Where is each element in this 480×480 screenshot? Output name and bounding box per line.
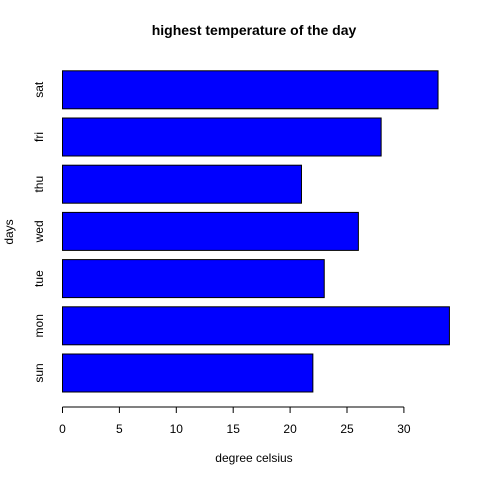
bar-sun: [62, 353, 314, 393]
x-tick-label-10: 10: [170, 422, 184, 436]
x-tick-label-30: 30: [397, 422, 411, 436]
bar-tue: [62, 259, 325, 299]
bar-thu: [62, 164, 302, 204]
y-tick-label-tue: tue: [32, 270, 46, 287]
bar-mon: [62, 306, 450, 346]
y-tick-label-wed: wed: [32, 220, 46, 243]
y-tick-label-mon: mon: [32, 314, 46, 337]
y-tick-label-fri: fri: [32, 132, 46, 142]
y-tick-labels: sun mon tue wed thu fri sat: [32, 81, 46, 383]
bar-wed: [62, 211, 359, 251]
x-tick-label-15: 15: [227, 422, 241, 436]
chart-title: highest temperature of the day: [152, 22, 357, 38]
x-axis-label: degree celsius: [215, 451, 292, 465]
x-tick-label-0: 0: [59, 422, 66, 436]
bar-sat: [62, 70, 439, 110]
y-axis-label: days: [2, 219, 16, 244]
bar-fri: [62, 117, 382, 157]
x-tick-label-5: 5: [116, 422, 123, 436]
x-axis: 0 5 10 15 20 25 30: [59, 406, 411, 436]
bars-group: [62, 70, 450, 393]
y-tick-label-sat: sat: [32, 81, 46, 98]
y-tick-label-sun: sun: [32, 363, 46, 382]
x-tick-label-20: 20: [283, 422, 297, 436]
x-tick-label-25: 25: [340, 422, 354, 436]
y-tick-label-thu: thu: [32, 176, 46, 193]
